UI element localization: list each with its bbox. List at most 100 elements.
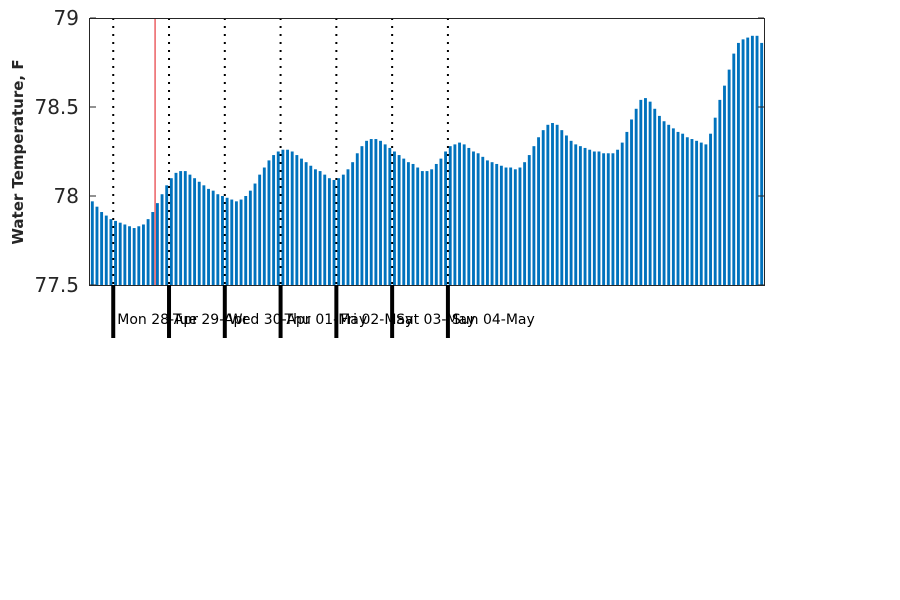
bar <box>100 212 104 285</box>
bar <box>146 219 150 285</box>
bar <box>611 153 615 285</box>
bar <box>300 158 303 285</box>
bar <box>476 153 480 285</box>
bar <box>272 155 276 285</box>
day-label: Fri 02-May <box>340 312 413 328</box>
bar <box>360 146 364 285</box>
bar <box>750 35 754 285</box>
bar <box>416 167 420 285</box>
bar <box>569 140 573 285</box>
bar <box>472 151 475 285</box>
bar <box>634 108 638 285</box>
bar <box>495 163 499 285</box>
bar <box>578 146 582 285</box>
bar <box>355 153 359 285</box>
plot-frame <box>89 18 765 286</box>
bar <box>123 224 127 285</box>
y-axis-title: Water Temperature, F <box>9 59 27 244</box>
bar <box>95 206 99 285</box>
bar <box>681 133 685 285</box>
bar <box>109 219 113 285</box>
bar <box>420 171 424 285</box>
bar <box>723 85 726 285</box>
bar <box>281 149 285 285</box>
bar <box>639 99 643 285</box>
bar <box>393 151 396 285</box>
bar <box>197 181 201 285</box>
bar <box>588 149 592 285</box>
bar <box>667 124 671 285</box>
bar <box>565 135 568 285</box>
bar <box>276 151 280 285</box>
bar <box>346 169 350 285</box>
bar <box>244 196 248 285</box>
bar <box>369 139 373 285</box>
bar <box>699 142 703 285</box>
bar <box>160 194 164 285</box>
bar <box>137 226 141 285</box>
bar <box>444 151 448 285</box>
bar <box>262 167 266 285</box>
bar <box>746 37 750 285</box>
bar <box>323 174 327 285</box>
bar <box>685 137 689 285</box>
bar <box>592 151 596 285</box>
bar <box>727 69 731 286</box>
day-label: Mon 28-Apr <box>117 312 198 328</box>
bar <box>602 153 606 285</box>
bar <box>239 199 243 285</box>
bar <box>142 224 145 285</box>
bar <box>606 153 610 285</box>
bars <box>90 35 764 286</box>
bar <box>625 131 629 285</box>
day-label: Thu 01-May <box>284 312 368 328</box>
bar <box>523 162 527 285</box>
bar <box>406 162 410 285</box>
bar <box>555 124 559 285</box>
bar <box>258 174 262 285</box>
bar <box>541 130 545 285</box>
bar <box>630 119 633 286</box>
bar <box>327 178 331 285</box>
bar <box>546 124 550 285</box>
bar <box>732 53 736 285</box>
bar <box>151 212 155 285</box>
bar <box>397 155 401 285</box>
bar <box>351 162 355 285</box>
bar <box>430 169 434 285</box>
bar <box>620 142 624 285</box>
bar <box>509 167 513 285</box>
bar <box>179 171 183 285</box>
bar <box>467 147 471 285</box>
bar <box>532 146 536 285</box>
bar <box>290 151 294 285</box>
bar <box>225 197 229 285</box>
bar <box>337 178 341 285</box>
bar <box>560 130 564 285</box>
bar <box>165 185 169 285</box>
bar <box>458 142 461 285</box>
bar <box>202 185 206 285</box>
bar <box>657 115 661 286</box>
bar <box>518 167 522 285</box>
bar <box>718 99 722 285</box>
bar <box>481 156 485 285</box>
bar <box>499 165 503 285</box>
bar <box>304 162 308 285</box>
bar <box>183 171 187 285</box>
y-tick-label: 78.5 <box>34 95 79 119</box>
bar <box>653 108 657 285</box>
bar <box>379 140 382 285</box>
bar <box>485 160 489 285</box>
bar <box>490 162 494 285</box>
bar <box>648 101 652 285</box>
bar <box>537 137 540 285</box>
bar <box>169 178 173 285</box>
y-tick-label: 78 <box>54 184 79 208</box>
bar <box>583 147 587 285</box>
bar <box>671 128 675 285</box>
bar <box>188 174 192 285</box>
bar <box>704 144 708 285</box>
bar <box>221 196 224 285</box>
